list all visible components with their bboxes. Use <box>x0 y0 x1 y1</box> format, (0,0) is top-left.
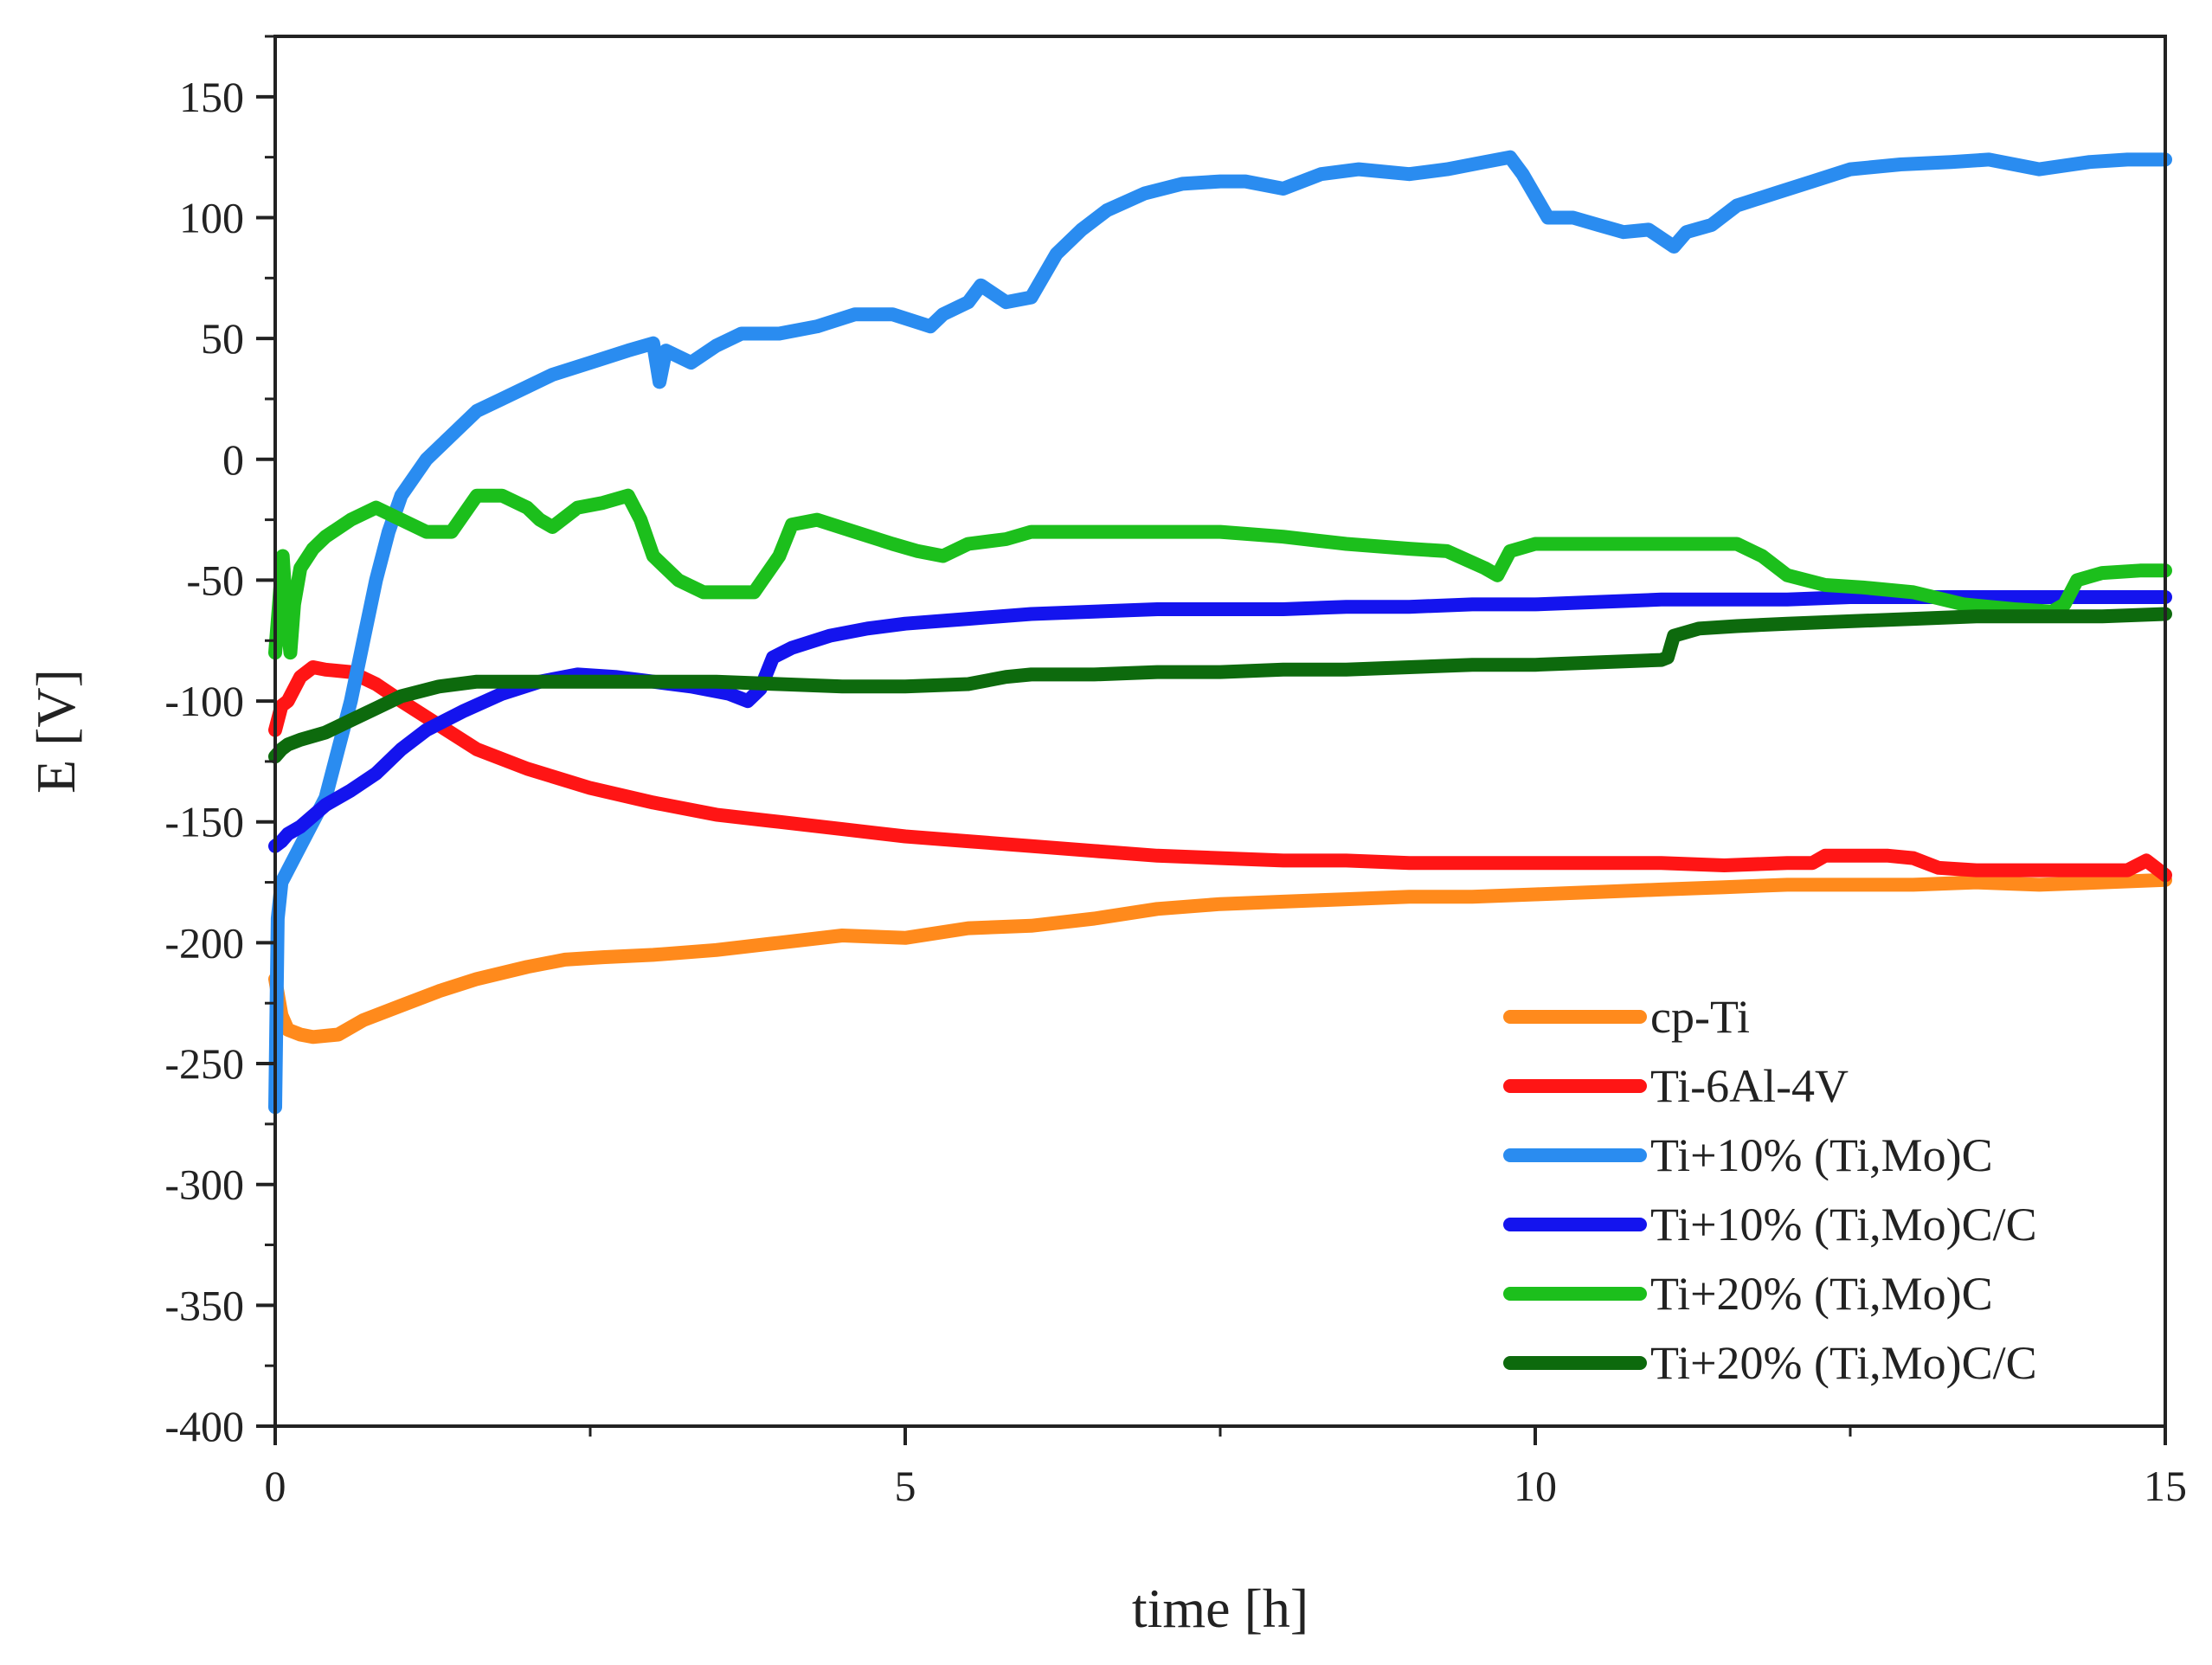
x-tick-label: 0 <box>265 1462 286 1510</box>
y-tick-label: -250 <box>164 1039 244 1088</box>
y-tick-label: 100 <box>179 193 244 241</box>
y-tick-label: -300 <box>164 1160 244 1209</box>
x-tick-label: 10 <box>1514 1462 1557 1510</box>
y-tick-label: 150 <box>179 73 244 121</box>
x-axis-title: time [h] <box>1132 1578 1309 1639</box>
legend-label: Ti+10% (Ti,Mo)C <box>1650 1129 1993 1181</box>
y-tick-label: -50 <box>186 556 244 604</box>
series-line-1 <box>268 872 2172 1045</box>
y-tick-label: -400 <box>164 1402 244 1450</box>
y-tick-label: -350 <box>164 1281 244 1329</box>
legend-label: Ti+10% (Ti,Mo)C/C <box>1650 1199 2037 1250</box>
y-tick-label: -200 <box>164 918 244 967</box>
series-layer <box>268 150 2172 1115</box>
series-line-4 <box>268 590 2172 853</box>
series-line-5 <box>268 488 2172 660</box>
y-tick-label: 0 <box>222 435 244 484</box>
legend-label: Ti+20% (Ti,Mo)C <box>1650 1268 1993 1320</box>
series-line-2 <box>268 660 2172 883</box>
x-tick-label: 15 <box>2144 1462 2187 1510</box>
y-axis-title: E [V] <box>25 669 87 794</box>
legend-label: Ti+20% (Ti,Mo)C/C <box>1650 1337 2037 1389</box>
y-tick-label: 50 <box>201 314 244 363</box>
y-tick-label: -100 <box>164 677 244 725</box>
legend: cp-Ti Ti-6Al-4V Ti+10% (Ti,Mo)C Ti+10% (Ti,… <box>1503 991 2037 1389</box>
series-line-3 <box>268 150 2172 1115</box>
legend-label: Ti-6Al-4V <box>1650 1060 1849 1112</box>
legend-label: cp-Ti <box>1650 991 1750 1043</box>
ticks-layer <box>256 35 2167 1445</box>
series-line-6 <box>268 607 2172 764</box>
x-tick-label: 5 <box>895 1462 916 1510</box>
tick-labels: 0 5 10 15 150 100 50 0 -50 -100 -150 -200 -250 -300 -3… <box>164 73 2187 1510</box>
y-tick-label: -150 <box>164 798 244 846</box>
